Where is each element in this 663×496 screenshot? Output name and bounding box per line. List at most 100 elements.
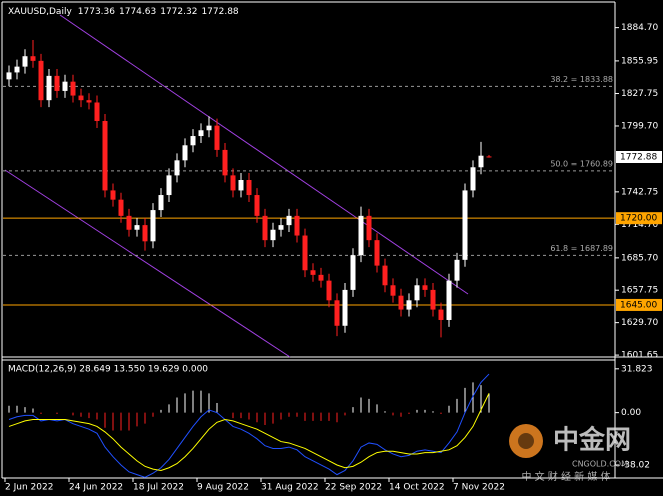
candle-body xyxy=(446,280,452,320)
watermark-tagline: 中 文 财 经 新 媒 体 xyxy=(521,470,610,483)
y-tick-label: 0.00 xyxy=(621,408,641,418)
candle-body xyxy=(318,274,324,281)
candle-body xyxy=(150,210,156,242)
header-open: 1773.36 xyxy=(78,7,115,17)
candle-body xyxy=(358,215,364,256)
candle-body xyxy=(230,175,236,191)
x-tick-label: 22 Sep 2022 xyxy=(325,483,382,493)
x-tick-label: 2 Jun 2022 xyxy=(5,483,53,493)
macd-title: MACD(12,26,9) 28.649 13.550 19.629 0.000 xyxy=(8,365,208,375)
y-tick-label: 1601.65 xyxy=(621,351,658,361)
y-tick-label: 1714.70 xyxy=(621,220,658,230)
candle-body xyxy=(78,95,84,101)
candle-body xyxy=(414,285,420,301)
candle-body xyxy=(22,56,28,67)
y-tick-label: 31.823 xyxy=(621,364,653,374)
candle-body xyxy=(454,259,460,281)
y-tick-label: 1629.70 xyxy=(621,318,658,328)
candle-body xyxy=(86,100,92,103)
macd-line xyxy=(8,393,490,472)
candle-body xyxy=(134,225,140,230)
candle-body xyxy=(102,121,108,191)
watermark: 中金网 CNGOLD.COM 中 文 财 经 新 媒 体 xyxy=(509,424,631,483)
candle-body xyxy=(206,125,212,131)
candle-body xyxy=(350,255,356,290)
channel-upper xyxy=(59,14,469,295)
candle-body xyxy=(158,195,164,211)
watermark-site: CNGOLD.COM xyxy=(572,460,628,469)
candle-body xyxy=(294,215,300,236)
candle-body xyxy=(46,75,52,101)
symbol: XAUUSD,Daily xyxy=(8,7,72,17)
candle-body xyxy=(374,240,380,266)
candle-body xyxy=(110,190,116,200)
candle-body xyxy=(190,136,196,146)
candle-body xyxy=(390,285,396,296)
y-tick-label: 1827.75 xyxy=(621,89,658,99)
x-tick-label: 9 Aug 2022 xyxy=(197,483,249,493)
candle-body xyxy=(214,125,220,150)
candle-body xyxy=(310,270,316,275)
header-high: 1774.63 xyxy=(119,7,156,17)
candle-body xyxy=(30,56,36,61)
candle-body xyxy=(254,195,260,216)
level-box xyxy=(616,212,662,225)
candle-body xyxy=(6,72,12,80)
y-tick-label: 1855.95 xyxy=(621,56,658,66)
level-label: 1645.00 xyxy=(620,300,657,310)
candle-body xyxy=(222,149,228,176)
watermark-logo-inner xyxy=(518,433,534,449)
y-tick-label: 1657.75 xyxy=(621,286,658,296)
candle-body xyxy=(278,225,284,230)
candle-body xyxy=(54,75,60,91)
price-panel: 1884.70 1855.95 1827.75 1799.70 1742.75 1714.… xyxy=(3,23,662,361)
candle-body xyxy=(326,280,332,301)
header: XAUUSD,Daily 1773.36 1774.63 1772.32 1772.88 xyxy=(8,7,239,17)
candle-body xyxy=(94,102,100,121)
candle-body xyxy=(62,81,68,91)
x-tick-label: 14 Oct 2022 xyxy=(389,483,445,493)
candle-body xyxy=(366,215,372,241)
y-tick-label: 1799.70 xyxy=(621,121,658,131)
macd-panel: 31.823 0.00 -38.02 xyxy=(8,364,653,478)
candle-body xyxy=(174,160,180,176)
watermark-logo xyxy=(509,424,543,458)
candle-body xyxy=(334,300,340,326)
candle-body xyxy=(486,156,492,158)
candle-body xyxy=(198,130,204,137)
candle-body xyxy=(478,155,484,168)
header-close: 1772.88 xyxy=(201,7,238,17)
y-tick-label: 1884.70 xyxy=(621,23,658,33)
candle-body xyxy=(286,215,292,226)
y-tick-label: -38.02 xyxy=(621,461,650,471)
candle-body xyxy=(382,265,388,286)
candle-body xyxy=(38,60,44,101)
candle-body xyxy=(14,66,20,73)
x-tick-label: 31 Aug 2022 xyxy=(261,483,319,493)
candle-body xyxy=(398,295,404,310)
x-tick-label: 7 Nov 2022 xyxy=(453,483,505,493)
candle-body xyxy=(118,199,124,216)
fib-label: 38.2 = 1833.88 xyxy=(550,75,613,84)
candle-body xyxy=(270,229,276,241)
fib-label: 61.8 = 1687.89 xyxy=(550,244,613,253)
candle-body xyxy=(262,215,268,241)
candle-body xyxy=(470,167,476,191)
candle-body xyxy=(142,225,148,242)
x-tick-label: 18 Jul 2022 xyxy=(133,483,184,493)
candle-body xyxy=(422,285,428,290)
candle-body xyxy=(182,145,188,161)
candle-body xyxy=(70,81,76,96)
candle-body xyxy=(342,289,348,326)
level-label: 1720.00 xyxy=(620,214,657,224)
candle-body xyxy=(126,215,132,230)
current-price-label: 1772.88 xyxy=(620,153,657,163)
candle-body xyxy=(430,289,436,310)
x-tick-label: 24 Jun 2022 xyxy=(69,483,123,493)
candle-body xyxy=(302,235,308,271)
watermark-brand: 中金网 xyxy=(553,425,631,456)
candle-body xyxy=(462,190,468,260)
candle-body xyxy=(238,180,244,191)
